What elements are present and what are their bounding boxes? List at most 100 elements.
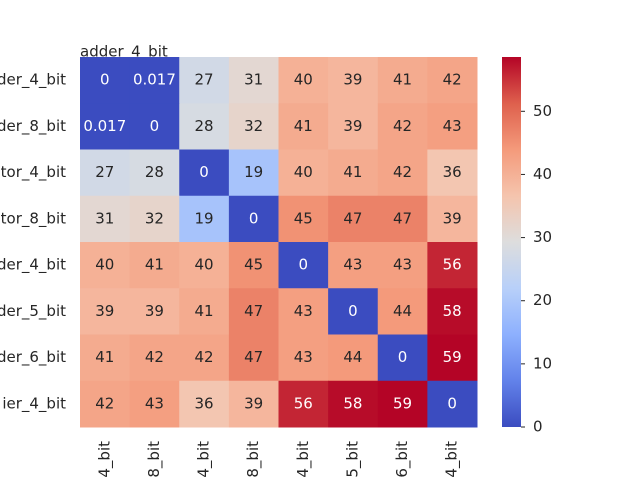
y-tick-label: dder_6_bit — [0, 348, 66, 367]
heatmap-cell — [129, 334, 180, 382]
cell-label: 43 — [294, 348, 313, 366]
heatmap-cell — [228, 149, 279, 197]
x-tick-label: 4_bit — [443, 441, 462, 478]
cell-label: 27 — [95, 163, 114, 181]
heatmap-cell — [228, 334, 279, 382]
cell-label: 56 — [294, 394, 313, 412]
cell-label: 39 — [443, 209, 462, 227]
cell-label: 40 — [195, 256, 214, 274]
heatmap-cell — [377, 288, 428, 335]
heatmap-cell — [179, 57, 230, 104]
cell-label: 42 — [393, 117, 412, 135]
heatmap-cell — [80, 242, 131, 289]
heatmap-cell — [80, 149, 131, 197]
chart-title: adder_4_bit — [80, 43, 168, 62]
cell-label: 41 — [145, 256, 164, 274]
colorbar-tick-label: 0 — [533, 418, 543, 436]
heatmap-cell — [328, 149, 379, 197]
heatmap-cell — [179, 242, 230, 289]
heatmap-cell — [179, 380, 230, 428]
heatmap-cell — [377, 149, 428, 197]
cell-label: 47 — [244, 348, 263, 366]
heatmap-cell — [179, 195, 230, 243]
colorbar-tick-label: 20 — [533, 291, 552, 309]
cell-label: 45 — [294, 209, 313, 227]
cell-label: 42 — [145, 348, 164, 366]
colorbar-tick-label: 10 — [533, 354, 552, 372]
cell-label: 41 — [294, 117, 313, 135]
y-tick-label: dder_4_bit — [0, 71, 66, 90]
x-tick-label: 8_bit — [145, 441, 164, 478]
cell-label: 58 — [343, 394, 362, 412]
cell-label: 36 — [443, 163, 462, 181]
heatmap-cell — [80, 380, 131, 428]
colorbar-tick-label: 40 — [533, 165, 552, 183]
x-tick-label: 5_bit — [343, 441, 362, 478]
cell-label: 59 — [443, 348, 462, 366]
heatmap-cell — [377, 242, 428, 289]
heatmap-cell — [328, 57, 379, 104]
cell-label: 40 — [294, 163, 313, 181]
heatmap-cell — [129, 288, 180, 335]
colorbar-tick-label: 50 — [533, 102, 552, 120]
cell-label: 0 — [447, 394, 457, 412]
heatmap-cell — [80, 334, 131, 382]
cell-label: 47 — [393, 209, 412, 227]
heatmap-cell — [427, 380, 478, 428]
heatmap-cell — [228, 380, 279, 428]
heatmap-cell — [228, 242, 279, 289]
heatmap-cell — [129, 195, 180, 243]
x-tick-label: 8_bit — [244, 441, 263, 478]
y-tick-label: dder_5_bit — [0, 302, 66, 321]
heatmap-cell — [427, 195, 478, 243]
cell-label: 41 — [195, 302, 214, 320]
heatmap-cell — [129, 57, 180, 104]
cell-label: 42 — [393, 163, 412, 181]
cell-label: 42 — [195, 348, 214, 366]
heatmap-cell — [80, 103, 131, 150]
cell-label: 40 — [294, 71, 313, 89]
cell-label: 0 — [249, 209, 259, 227]
cell-label: 36 — [195, 394, 214, 412]
heatmap-cell — [427, 57, 478, 104]
cell-label: 31 — [244, 71, 263, 89]
heatmap-cell — [377, 334, 428, 382]
heatmap-cell — [80, 288, 131, 335]
cell-label: 28 — [145, 163, 164, 181]
x-tick-label: 4_bit — [95, 441, 114, 478]
heatmap-cell — [427, 334, 478, 382]
heatmap-cell — [377, 195, 428, 243]
y-tick-label: tor_8_bit — [1, 209, 66, 228]
cell-label: 0 — [398, 348, 408, 366]
heatmap-cell — [278, 334, 329, 382]
cell-label: 28 — [195, 117, 214, 135]
cell-label: 41 — [393, 71, 412, 89]
cell-label: 31 — [95, 209, 114, 227]
cell-label: 41 — [95, 348, 114, 366]
heatmap-cell — [278, 103, 329, 150]
x-tick-label: 6_bit — [393, 441, 412, 478]
cell-label: 19 — [195, 209, 214, 227]
heatmap-cell — [129, 103, 180, 150]
heatmap-cell — [278, 195, 329, 243]
cell-label: 19 — [244, 163, 263, 181]
cell-label: 43 — [393, 256, 412, 274]
cell-label: 27 — [195, 71, 214, 89]
heatmap-cell — [328, 103, 379, 150]
x-tick-label: 4_bit — [195, 441, 214, 478]
heatmap-cell — [80, 195, 131, 243]
heatmap-cell — [427, 149, 478, 197]
cell-label: 0 — [100, 71, 110, 89]
x-tick-label: 4_bit — [294, 441, 313, 478]
heatmap-cell — [179, 103, 230, 150]
cell-label: 43 — [145, 394, 164, 412]
cell-label: 56 — [443, 256, 462, 274]
heatmap-cell — [328, 195, 379, 243]
heatmap-cell — [129, 149, 180, 197]
heatmap-cell — [427, 288, 478, 335]
cell-label: 45 — [244, 256, 263, 274]
cell-label: 32 — [145, 209, 164, 227]
heatmap-cell — [328, 334, 379, 382]
cell-label: 42 — [95, 394, 114, 412]
y-tick-label: dder_8_bit — [0, 117, 66, 136]
